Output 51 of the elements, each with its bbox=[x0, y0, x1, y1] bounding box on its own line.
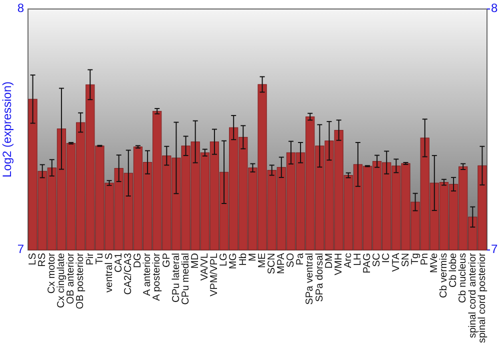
x-tick-label: LS bbox=[27, 252, 38, 266]
x-tick-label: VPM/VPL bbox=[209, 252, 220, 296]
x-tick-label: VTA bbox=[390, 252, 402, 272]
x-tick-label: LH bbox=[352, 253, 364, 266]
x-tick-label: M bbox=[247, 253, 258, 262]
x-tick-label: MPA bbox=[276, 252, 288, 274]
x-tick-label: GP bbox=[161, 252, 172, 268]
y2-tick-label: 7 bbox=[491, 242, 498, 256]
x-tick-label: OB posterior bbox=[75, 252, 86, 310]
x-tick-label: MD bbox=[190, 253, 201, 269]
x-tick-label: SN bbox=[400, 253, 412, 267]
x-tick-label: RS bbox=[36, 252, 48, 267]
x-tick-label: A anterior bbox=[142, 252, 154, 296]
x-tick-label: Tg bbox=[410, 253, 421, 265]
x-tick-label: SPa ventral bbox=[304, 253, 316, 305]
x-tick-label: OB anterior bbox=[66, 252, 77, 304]
x-tick-label: MG bbox=[228, 252, 240, 270]
x-tick-label: SO bbox=[286, 252, 297, 268]
x-tick-label: Pir bbox=[84, 252, 96, 266]
x-tick-label: Pn bbox=[419, 253, 430, 266]
x-tick-label: PAG bbox=[362, 252, 374, 274]
x-tick-label: SCN bbox=[266, 253, 278, 274]
x-tick-label: CA1 bbox=[113, 252, 124, 272]
x-tick-label: DG bbox=[132, 252, 144, 268]
x-tick-label: SPa dorsal bbox=[314, 253, 326, 302]
x-tick-label: VA/VL bbox=[200, 252, 211, 281]
x-tick-label: Cb nucleus bbox=[458, 253, 469, 304]
y2-tick-label: 8 bbox=[491, 1, 498, 16]
x-tick-label: LG bbox=[218, 252, 230, 266]
x-tick-label: VMH bbox=[333, 253, 344, 276]
x-tick-label: Tu bbox=[94, 253, 106, 264]
y-axis-title: Log2 (expression) bbox=[0, 81, 14, 178]
x-tick-label: CPu lateral bbox=[170, 253, 182, 302]
x-tick-label: Hb bbox=[238, 252, 249, 266]
x-tick-label: spinal cord posterior bbox=[476, 252, 488, 344]
x-tick-label: SC bbox=[372, 253, 383, 267]
x-tick-label: Cb lobe bbox=[448, 252, 460, 288]
x-tick-label: Pa bbox=[295, 252, 306, 266]
x-tick-label: DM bbox=[324, 253, 335, 269]
x-tick-label: A posterior bbox=[152, 252, 163, 301]
x-tick-label: Cb vermis bbox=[438, 253, 450, 298]
x-tick-label: Cx motor bbox=[46, 252, 58, 294]
x-tick-label: ME bbox=[256, 252, 268, 268]
x-tick-label: IC bbox=[381, 253, 392, 263]
x-tick-label: Arc bbox=[342, 253, 354, 268]
x-tick-label: MVe bbox=[429, 252, 440, 274]
x-tick-label: CPu medial bbox=[180, 253, 192, 305]
x-tick-label: Cx cingulate bbox=[56, 252, 68, 308]
x-tick-label: ventral S bbox=[104, 252, 115, 292]
x-tick-label: CA2/CA3 bbox=[123, 252, 134, 295]
x-tick-label: spinal cord anterior bbox=[467, 252, 478, 338]
